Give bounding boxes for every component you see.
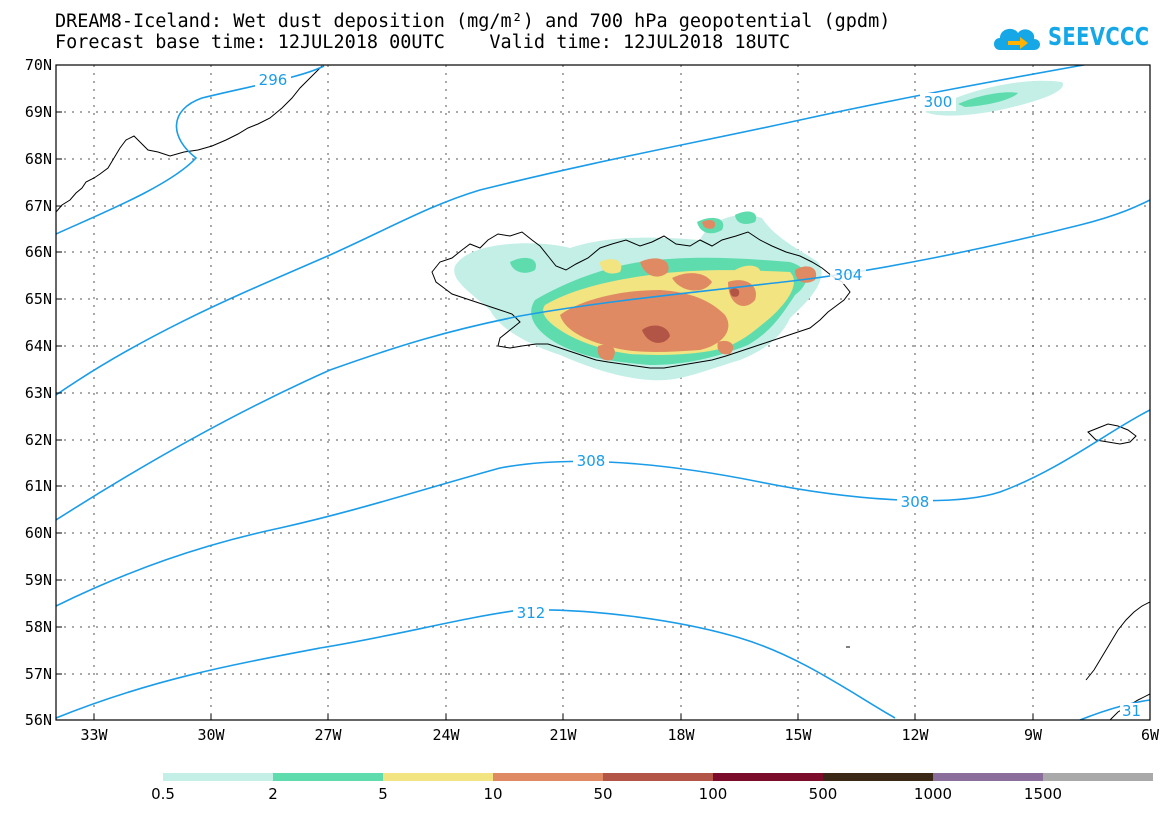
lat-label: 62N	[25, 431, 52, 449]
legend-swatch-6	[823, 773, 933, 781]
latitude-labels: 70N 69N 68N 67N 66N 65N 64N 63N 62N 61N …	[25, 56, 52, 729]
chart-title: DREAM8-Iceland: Wet dust deposition (mg/…	[55, 11, 891, 32]
lat-label: 58N	[25, 618, 52, 636]
lat-label: 59N	[25, 571, 52, 589]
grid-lines	[56, 65, 1150, 720]
legend-swatch-0	[163, 773, 273, 781]
contour-label-312: 312	[517, 604, 546, 622]
lon-label: 21W	[549, 726, 577, 744]
legend-label: 0.5	[151, 785, 175, 803]
lat-label: 69N	[25, 103, 52, 121]
contour-labels: 296 300 304 308 308 312 31	[255, 71, 1150, 720]
lon-label: 12W	[901, 726, 929, 744]
legend-swatch-4	[603, 773, 713, 781]
logo-text: SEEVCCC	[1048, 22, 1150, 51]
legend-swatch-8	[1043, 773, 1153, 781]
lon-label: 18W	[667, 726, 695, 744]
contour-label-308a: 308	[577, 452, 606, 470]
legend-swatch-3	[493, 773, 603, 781]
contour-label-31: 31	[1122, 702, 1141, 720]
lat-label: 64N	[25, 337, 52, 355]
lat-label: 66N	[25, 243, 52, 261]
legend-label: 50	[593, 785, 613, 803]
lat-label: 65N	[25, 290, 52, 308]
legend-label: 1000	[913, 785, 953, 803]
lon-label: 15W	[784, 726, 812, 744]
axis-ticks	[56, 111, 1034, 720]
lat-label: 63N	[25, 384, 52, 402]
dust-deposition-field	[454, 80, 1063, 381]
legend-label: 5	[378, 785, 388, 803]
lat-label: 60N	[25, 524, 52, 542]
lon-label: 30W	[197, 726, 225, 744]
lat-label: 56N	[25, 711, 52, 729]
lat-label: 61N	[25, 477, 52, 495]
legend-colorbar	[163, 773, 1153, 781]
legend-label: 10	[483, 785, 503, 803]
lat-label: 67N	[25, 197, 52, 215]
seevccc-logo	[990, 20, 1140, 58]
contour-label-308b: 308	[901, 493, 930, 511]
legend-label: 100	[698, 785, 728, 803]
legend-swatch-2	[383, 773, 493, 781]
lon-label: 24W	[432, 726, 460, 744]
forecast-time-line: Forecast base time: 12JUL2018 00UTC Vali…	[55, 32, 791, 53]
legend-swatch-5	[713, 773, 823, 781]
lon-label: 9W	[1024, 726, 1043, 744]
lon-label: 27W	[314, 726, 342, 744]
contour-label-296: 296	[259, 71, 288, 89]
lon-label: 33W	[80, 726, 108, 744]
longitude-labels: 33W 30W 27W 24W 21W 18W 15W 12W 9W 6W	[80, 726, 1160, 744]
legend-swatch-1	[273, 773, 383, 781]
cloud-arrow-icon	[994, 28, 1040, 50]
contour-label-304: 304	[834, 266, 863, 284]
lat-label: 57N	[25, 665, 52, 683]
legend-label: 2	[268, 785, 278, 803]
legend-swatch-7	[933, 773, 1043, 781]
lat-label: 68N	[25, 150, 52, 168]
lon-label: 6W	[1141, 726, 1160, 744]
geopotential-contours	[56, 65, 1150, 720]
legend-label: 1500	[1023, 785, 1063, 803]
legend-label: 500	[808, 785, 838, 803]
lat-label: 70N	[25, 56, 52, 74]
contour-label-300: 300	[924, 93, 953, 111]
